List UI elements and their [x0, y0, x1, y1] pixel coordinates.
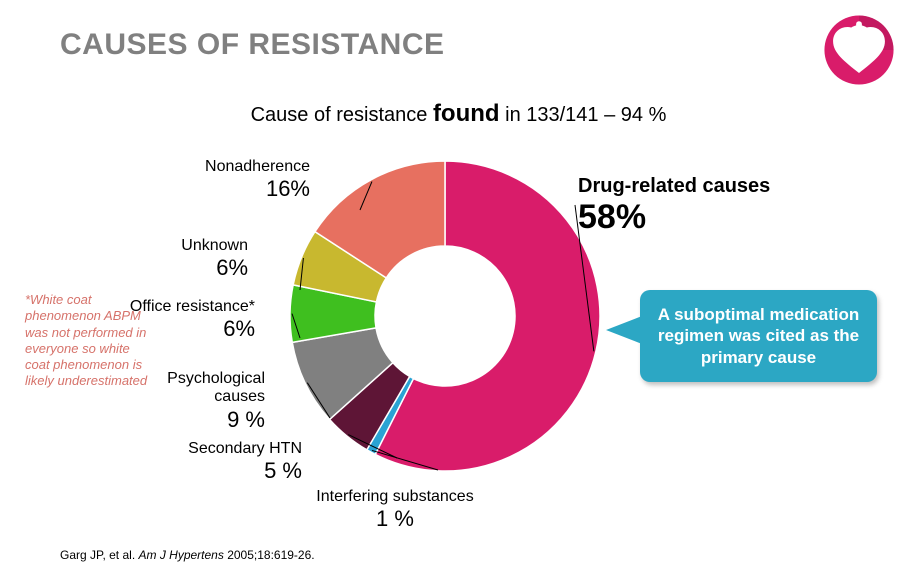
slice-label-drug-related: Drug-related causes 58% [578, 175, 770, 237]
citation: Garg JP, et al. Am J Hypertens 2005;18:6… [60, 548, 315, 562]
slice-label: Nonadherence16% [160, 158, 310, 202]
callout-bubble: A suboptimal medication regimen was cite… [640, 290, 877, 382]
citation-author: Garg JP, et al. [60, 548, 139, 562]
slice-label: Office resistance*6% [105, 298, 255, 342]
slice-label-pct: 6% [98, 255, 248, 280]
citation-tail: 2005;18:619-26. [227, 548, 314, 562]
slice-label-pct: 16% [160, 176, 310, 201]
slice-label: Secondary HTN5 % [152, 440, 302, 484]
slice-label-pct: 9 % [115, 407, 265, 432]
slice-label-pct: 6% [105, 316, 255, 341]
slice-label-name: Unknown [98, 237, 248, 255]
slice-label-name: Secondary HTN [152, 440, 302, 458]
brand-logo-icon [823, 14, 895, 86]
slice-label-name: Nonadherence [160, 158, 310, 176]
slice-label-name: Interfering substances [310, 488, 480, 506]
slice-label-name: Drug-related causes [578, 175, 770, 198]
slice-label-pct: 58% [578, 198, 646, 236]
slice-label-pct: 5 % [152, 458, 302, 483]
citation-journal: Am J Hypertens [139, 548, 228, 562]
slice-label: Psychological causes9 % [115, 370, 265, 432]
slice-label-name: Psychological causes [115, 370, 265, 407]
slice-label-name: Office resistance* [105, 298, 255, 316]
slice-label: Unknown6% [98, 237, 248, 281]
slice-label-pct: 1 % [310, 506, 480, 531]
slice-label: Interfering substances1 % [310, 488, 480, 532]
